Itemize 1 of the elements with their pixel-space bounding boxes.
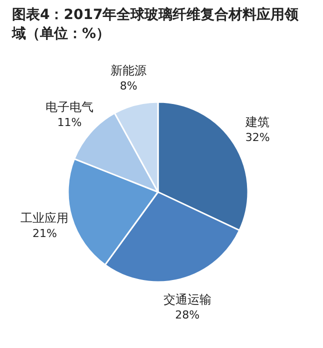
chart-title: 图表4：2017年全球玻璃纤维复合材料应用领域（单位：%）: [12, 6, 300, 44]
